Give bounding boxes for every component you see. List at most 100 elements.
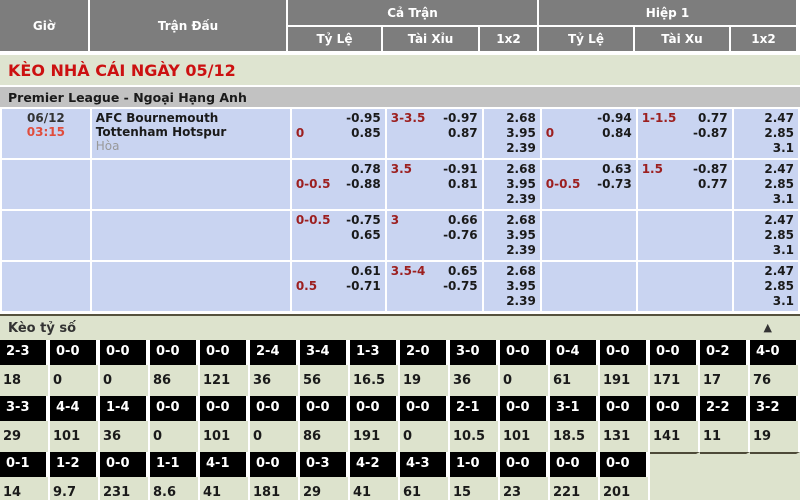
score-odds-cell[interactable]: 0 bbox=[250, 421, 300, 452]
score-label-cell[interactable]: 0-2 bbox=[700, 340, 750, 365]
ft-1x2-cell[interactable]: 2.68 3.95 2.39 bbox=[483, 160, 540, 209]
score-odds-cell[interactable]: 141 bbox=[650, 421, 700, 452]
score-odds-cell[interactable]: 10.5 bbox=[450, 421, 500, 452]
ft-handicap-cell[interactable]: 0.61 0.5 -0.71 bbox=[291, 262, 385, 311]
score-label-cell[interactable]: 2-2 bbox=[700, 396, 750, 421]
ft-handicap-cell[interactable]: 0.78 0-0.5 -0.88 bbox=[291, 160, 385, 209]
h1-handicap-cell[interactable]: -0.94 0 0.84 bbox=[541, 109, 636, 158]
score-odds-cell[interactable]: 86 bbox=[150, 365, 200, 396]
score-label-cell[interactable]: 3-3 bbox=[0, 396, 50, 421]
score-label-cell[interactable]: 4-4 bbox=[50, 396, 100, 421]
score-odds-cell[interactable]: 11 bbox=[700, 421, 750, 452]
score-label-cell[interactable]: 2-3 bbox=[0, 340, 50, 365]
score-odds-cell[interactable]: 0 bbox=[500, 365, 550, 396]
score-odds-cell[interactable]: 23 bbox=[500, 477, 550, 500]
score-odds-cell[interactable]: 9.7 bbox=[50, 477, 100, 500]
score-label-cell[interactable]: 0-3 bbox=[300, 452, 350, 477]
h1-overunder-cell[interactable]: 1.5 -0.87 0.77 bbox=[637, 160, 732, 209]
score-label-cell[interactable]: 0-0 bbox=[650, 340, 700, 365]
score-odds-cell[interactable]: 36 bbox=[100, 421, 150, 452]
ft-1x2-cell[interactable]: 2.68 3.95 2.39 bbox=[483, 109, 540, 158]
score-odds-cell[interactable]: 171 bbox=[650, 365, 700, 396]
score-odds-cell[interactable]: 76 bbox=[750, 365, 800, 396]
score-label-cell[interactable]: 0-0 bbox=[150, 396, 200, 421]
score-label-cell[interactable]: 4-1 bbox=[200, 452, 250, 477]
score-odds-cell[interactable]: 131 bbox=[600, 421, 650, 452]
score-odds-cell[interactable]: 14 bbox=[0, 477, 50, 500]
score-label-cell[interactable]: 3-2 bbox=[750, 396, 800, 421]
ft-1x2-cell[interactable]: 2.68 3.95 2.39 bbox=[483, 211, 540, 260]
score-odds-cell[interactable]: 191 bbox=[350, 421, 400, 452]
ft-overunder-cell[interactable]: 3-3.5 -0.97 0.87 bbox=[386, 109, 482, 158]
ft-overunder-cell[interactable]: 3.5-4 0.65 -0.75 bbox=[386, 262, 482, 311]
score-label-cell[interactable]: 3-0 bbox=[450, 340, 500, 365]
score-label-cell[interactable]: 0-0 bbox=[100, 340, 150, 365]
score-odds-cell[interactable]: 61 bbox=[550, 365, 600, 396]
score-label-cell[interactable]: 0-0 bbox=[650, 396, 700, 421]
score-label-cell[interactable]: 0-0 bbox=[350, 396, 400, 421]
score-label-cell[interactable]: 0-0 bbox=[150, 340, 200, 365]
score-label-cell[interactable]: 0-0 bbox=[50, 340, 100, 365]
score-odds-cell[interactable]: 16.5 bbox=[350, 365, 400, 396]
score-label-cell[interactable]: 2-1 bbox=[450, 396, 500, 421]
score-odds-cell[interactable]: 18.5 bbox=[550, 421, 600, 452]
score-odds-cell[interactable]: 101 bbox=[500, 421, 550, 452]
score-label-cell[interactable]: 0-0 bbox=[600, 340, 650, 365]
collapse-arrow-icon[interactable]: ▲ bbox=[763, 321, 772, 334]
score-odds-cell[interactable]: 29 bbox=[300, 477, 350, 500]
ft-overunder-cell[interactable]: 3 0.66 -0.76 bbox=[386, 211, 482, 260]
ft-handicap-cell[interactable]: 0-0.5 -0.75 0.65 bbox=[291, 211, 385, 260]
score-label-cell[interactable]: 4-2 bbox=[350, 452, 400, 477]
score-odds-cell[interactable]: 121 bbox=[200, 365, 250, 396]
score-label-cell[interactable]: 0-0 bbox=[400, 396, 450, 421]
score-label-cell[interactable]: 0-0 bbox=[250, 452, 300, 477]
score-odds-cell[interactable]: 19 bbox=[400, 365, 450, 396]
score-label-cell[interactable]: 0-0 bbox=[500, 452, 550, 477]
score-odds-cell[interactable]: 0 bbox=[150, 421, 200, 452]
score-label-cell[interactable]: 0-0 bbox=[200, 340, 250, 365]
score-label-cell[interactable]: 0-0 bbox=[600, 396, 650, 421]
ft-overunder-cell[interactable]: 3.5 -0.91 0.81 bbox=[386, 160, 482, 209]
score-label-cell[interactable]: 0-1 bbox=[0, 452, 50, 477]
score-odds-cell[interactable]: 29 bbox=[0, 421, 50, 452]
score-label-cell[interactable]: 2-4 bbox=[250, 340, 300, 365]
score-label-cell[interactable]: 0-0 bbox=[550, 452, 600, 477]
h1-1x2-cell[interactable]: 2.47 2.85 3.1 bbox=[733, 109, 798, 158]
score-odds-cell[interactable]: 36 bbox=[450, 365, 500, 396]
score-odds-cell[interactable]: 86 bbox=[300, 421, 350, 452]
score-odds-cell[interactable]: 0 bbox=[100, 365, 150, 396]
score-odds-cell[interactable]: 17 bbox=[700, 365, 750, 396]
ft-1x2-cell[interactable]: 2.68 3.95 2.39 bbox=[483, 262, 540, 311]
score-odds-cell[interactable]: 0 bbox=[400, 421, 450, 452]
score-odds-cell[interactable]: 61 bbox=[400, 477, 450, 500]
score-odds-cell[interactable]: 231 bbox=[100, 477, 150, 500]
score-odds-cell[interactable]: 15 bbox=[450, 477, 500, 500]
score-odds-cell[interactable]: 191 bbox=[600, 365, 650, 396]
score-label-cell[interactable]: 0-0 bbox=[500, 396, 550, 421]
score-label-cell[interactable]: 3-1 bbox=[550, 396, 600, 421]
score-odds-cell[interactable]: 181 bbox=[250, 477, 300, 500]
h1-1x2-cell[interactable]: 2.47 2.85 3.1 bbox=[733, 211, 798, 260]
score-label-cell[interactable]: 4-0 bbox=[750, 340, 800, 365]
score-label-cell[interactable]: 0-4 bbox=[550, 340, 600, 365]
score-odds-cell[interactable]: 18 bbox=[0, 365, 50, 396]
score-label-cell[interactable]: 0-0 bbox=[300, 396, 350, 421]
score-odds-cell[interactable]: 19 bbox=[750, 421, 800, 452]
score-odds-cell[interactable]: 36 bbox=[250, 365, 300, 396]
score-label-cell[interactable]: 3-4 bbox=[300, 340, 350, 365]
score-label-cell[interactable]: 4-3 bbox=[400, 452, 450, 477]
score-label-cell[interactable]: 2-0 bbox=[400, 340, 450, 365]
score-label-cell[interactable]: 1-0 bbox=[450, 452, 500, 477]
score-label-cell[interactable]: 1-2 bbox=[50, 452, 100, 477]
h1-1x2-cell[interactable]: 2.47 2.85 3.1 bbox=[733, 160, 798, 209]
h1-overunder-cell[interactable]: 1-1.5 0.77 -0.87 bbox=[637, 109, 732, 158]
score-label-cell[interactable]: 1-4 bbox=[100, 396, 150, 421]
score-odds-cell[interactable]: 101 bbox=[200, 421, 250, 452]
score-odds-cell[interactable]: 221 bbox=[550, 477, 600, 500]
score-odds-cell[interactable]: 8.6 bbox=[150, 477, 200, 500]
score-odds-cell[interactable]: 201 bbox=[600, 477, 650, 500]
score-odds-cell[interactable]: 0 bbox=[50, 365, 100, 396]
score-label-cell[interactable]: 0-0 bbox=[250, 396, 300, 421]
score-odds-cell[interactable]: 41 bbox=[200, 477, 250, 500]
score-label-cell[interactable]: 0-0 bbox=[600, 452, 650, 477]
